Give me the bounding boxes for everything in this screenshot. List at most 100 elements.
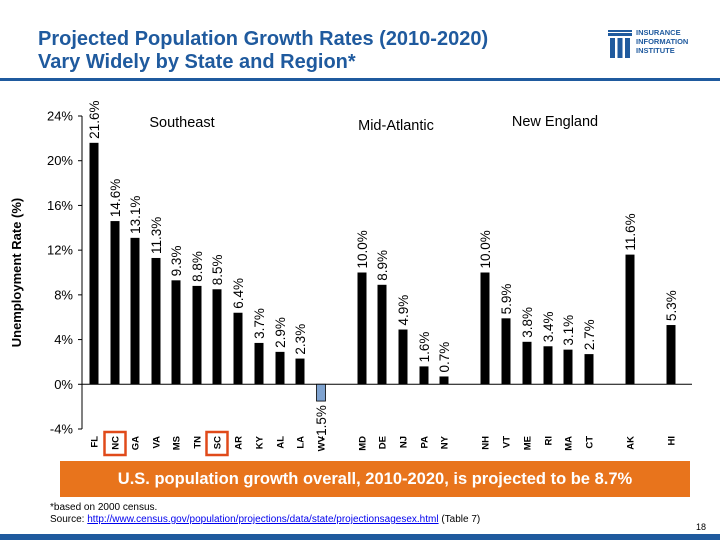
bar bbox=[543, 346, 553, 385]
category-label: NJ bbox=[399, 436, 410, 448]
category-label: MD bbox=[358, 436, 369, 451]
category-label: TN bbox=[193, 436, 204, 449]
data-label: 10.0% bbox=[355, 230, 370, 268]
category-label: NY bbox=[440, 435, 451, 449]
category-label: CT bbox=[585, 436, 596, 449]
y-tick-label: 4% bbox=[54, 332, 73, 347]
logo-line-3: INSTITUTE bbox=[636, 46, 675, 55]
data-label: 10.0% bbox=[478, 230, 493, 268]
y-tick-label: 12% bbox=[47, 243, 73, 258]
category-label: ME bbox=[523, 436, 534, 450]
category-label: NH bbox=[481, 436, 492, 450]
highlight-box bbox=[205, 430, 229, 457]
region-label: Mid-Atlantic bbox=[358, 118, 434, 134]
data-label: 1.6% bbox=[417, 332, 432, 363]
bar bbox=[110, 221, 120, 385]
bar bbox=[192, 285, 202, 385]
bar bbox=[151, 257, 161, 385]
data-label: 14.6% bbox=[108, 179, 123, 217]
bar bbox=[666, 325, 676, 385]
bar bbox=[295, 358, 305, 385]
category-label: SC bbox=[213, 436, 224, 449]
source-line: Source: http://www.census.gov/population… bbox=[50, 514, 480, 526]
footnote: *based on 2000 census. Source: http://ww… bbox=[50, 502, 480, 526]
data-label: 21.6% bbox=[87, 101, 102, 139]
page-number: 18 bbox=[695, 522, 706, 532]
category-label: MA bbox=[564, 436, 575, 451]
bottom-bar bbox=[0, 534, 720, 540]
title-line-2: Vary Widely by State and Region* bbox=[38, 51, 356, 73]
y-tick-label: 8% bbox=[54, 287, 73, 302]
data-label: 2.3% bbox=[293, 324, 308, 355]
bar bbox=[501, 318, 511, 385]
bar bbox=[171, 280, 181, 385]
bar bbox=[419, 366, 429, 385]
bar bbox=[563, 349, 573, 385]
data-label: 2.7% bbox=[582, 319, 597, 350]
category-label: WV bbox=[317, 435, 328, 451]
growth-rate-chart: -4% 0% 4% 8% 12% 16% 20% 24% Unemployment Rate (… bbox=[9, 101, 692, 457]
data-label: 8.9% bbox=[375, 250, 390, 281]
category-label: VT bbox=[502, 436, 513, 448]
bar bbox=[275, 351, 285, 385]
category-label: MS bbox=[172, 436, 183, 450]
category-label: AK bbox=[626, 436, 637, 450]
bar bbox=[212, 289, 222, 385]
y-tick-label: -4% bbox=[50, 422, 74, 437]
summary-banner: U.S. population growth overall, 2010-202… bbox=[60, 461, 690, 497]
category-label: HI bbox=[667, 436, 678, 446]
iii-logo-icon bbox=[608, 30, 632, 58]
bar bbox=[233, 312, 243, 385]
highlight-box bbox=[103, 430, 127, 457]
logo-line-1: INSURANCE bbox=[636, 28, 681, 37]
y-tick-label: 20% bbox=[47, 153, 73, 168]
bar bbox=[254, 342, 264, 385]
data-label: 8.5% bbox=[210, 254, 225, 285]
category-label: FL bbox=[90, 436, 101, 448]
data-label: 11.3% bbox=[149, 217, 164, 254]
category-label: PA bbox=[420, 436, 431, 449]
bar bbox=[480, 272, 490, 385]
category-label: LA bbox=[296, 436, 307, 449]
data-label: 13.1% bbox=[128, 196, 143, 234]
data-label: 5.9% bbox=[499, 284, 514, 315]
data-label: 4.9% bbox=[396, 295, 411, 326]
category-label: NC bbox=[111, 436, 122, 450]
data-label: 11.6% bbox=[623, 213, 638, 250]
bar bbox=[377, 284, 387, 385]
data-label: 0.7% bbox=[437, 342, 452, 373]
bar bbox=[584, 354, 594, 385]
bar bbox=[316, 383, 326, 402]
source-label: Source: bbox=[50, 514, 88, 525]
data-label: 2.9% bbox=[273, 317, 288, 348]
data-label: 3.4% bbox=[541, 311, 556, 342]
bar bbox=[625, 254, 635, 385]
category-label: VA bbox=[152, 436, 163, 449]
data-label: 3.7% bbox=[252, 308, 267, 339]
header-rule bbox=[0, 78, 720, 81]
bar bbox=[439, 376, 449, 385]
data-label: 5.3% bbox=[664, 290, 679, 321]
data-label: 9.3% bbox=[169, 246, 184, 277]
bar bbox=[398, 329, 408, 385]
region-label: Southeast bbox=[149, 115, 214, 131]
y-tick-label: 0% bbox=[54, 377, 73, 392]
slide-title: Projected Population Growth Rates (2010-… bbox=[38, 28, 578, 74]
category-label: KY bbox=[255, 435, 266, 449]
category-label: RI bbox=[544, 436, 555, 446]
region-label: New England bbox=[512, 114, 598, 130]
logo-line-2: INFORMATION bbox=[636, 37, 689, 46]
footnote-text: *based on 2000 census. bbox=[50, 502, 158, 513]
y-tick-label: 16% bbox=[47, 198, 73, 213]
data-label: 6.4% bbox=[231, 278, 246, 309]
bar bbox=[357, 272, 367, 385]
title-line-1: Projected Population Growth Rates (2010-… bbox=[38, 28, 489, 50]
category-label: AR bbox=[234, 436, 245, 450]
y-axis-title: Unemployment Rate (%) bbox=[9, 198, 24, 348]
category-label: DE bbox=[378, 436, 389, 449]
iii-logo-text: INSURANCE INFORMATION INSTITUTE bbox=[636, 28, 688, 55]
data-label: 8.8% bbox=[190, 251, 205, 282]
bar bbox=[522, 341, 532, 385]
source-link[interactable]: http://www.census.gov/population/project… bbox=[87, 514, 439, 525]
data-label: -1.5% bbox=[314, 405, 329, 440]
